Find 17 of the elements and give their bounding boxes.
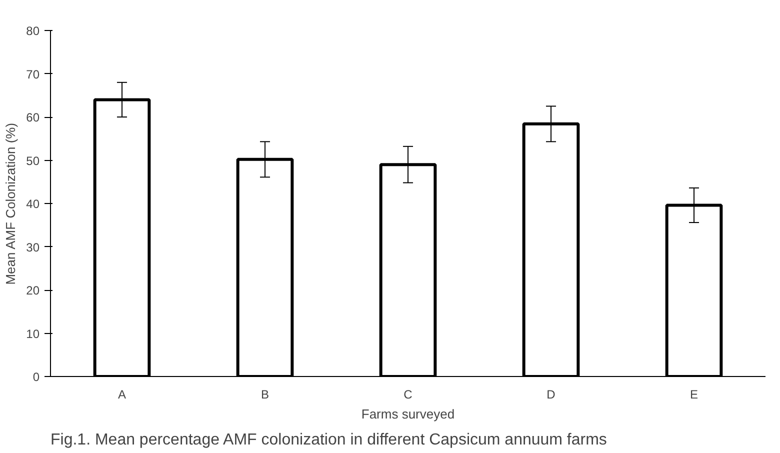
x-tick-label: C (404, 388, 413, 402)
x-axis-title: Farms surveyed (361, 406, 455, 422)
x-tick-label: D (546, 388, 556, 402)
y-tick-label: 0 (32, 370, 40, 384)
y-tick-label: 10 (26, 326, 40, 341)
y-tick-label: 20 (26, 284, 40, 298)
y-tick-label: 60 (26, 110, 40, 124)
y-tick-label: 50 (26, 154, 40, 168)
caption: Fig.1. Mean percentage AMF colonization in different Capsicum annuum farms (50, 432, 607, 448)
x-tick-label: E (690, 388, 698, 402)
y-tick-label: 80 (26, 24, 40, 38)
y-tick-label: 30 (26, 240, 40, 254)
y-axis-title: Mean AMF Colonization (%) (3, 122, 18, 285)
y-tick-label: 70 (26, 67, 40, 82)
y-tick-label: 40 (26, 197, 40, 211)
x-tick-label: A (118, 388, 126, 402)
x-tick-label: B (261, 388, 270, 402)
